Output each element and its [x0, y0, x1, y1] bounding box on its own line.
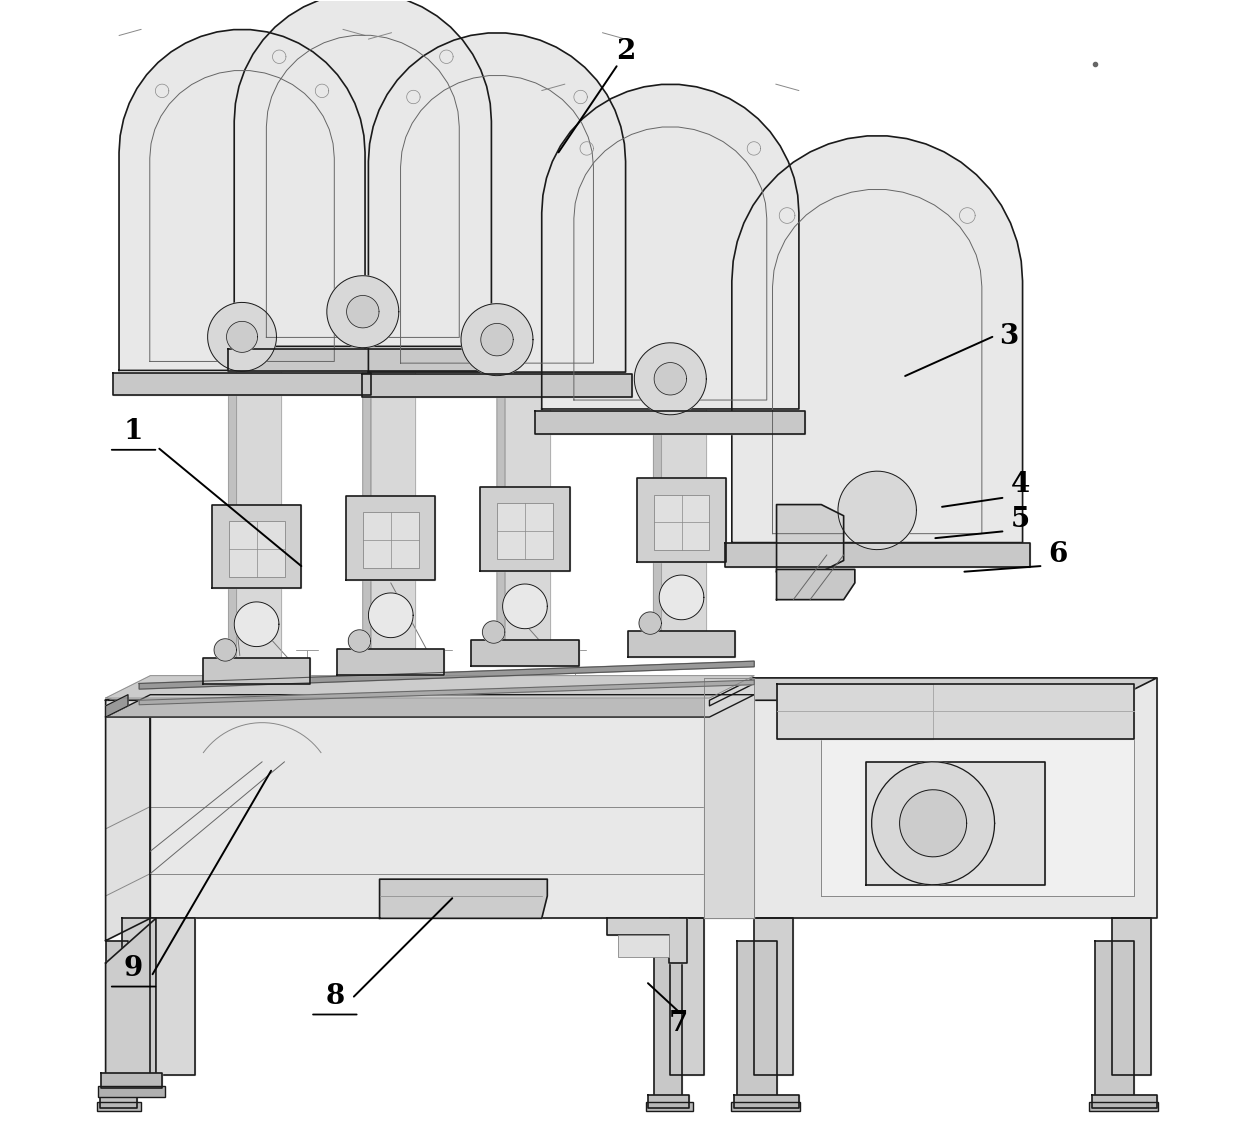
Bar	[363, 512, 419, 568]
Text: 6: 6	[1049, 541, 1068, 568]
Polygon shape	[704, 678, 754, 918]
Polygon shape	[207, 303, 277, 371]
Polygon shape	[227, 322, 258, 352]
Polygon shape	[776, 569, 854, 600]
Polygon shape	[505, 235, 549, 660]
Polygon shape	[228, 349, 497, 371]
Text: 8: 8	[325, 983, 345, 1010]
Polygon shape	[754, 678, 1157, 918]
Polygon shape	[368, 33, 626, 372]
Polygon shape	[212, 504, 301, 589]
Polygon shape	[709, 678, 1157, 701]
Polygon shape	[660, 575, 704, 620]
Polygon shape	[653, 226, 661, 657]
Polygon shape	[123, 918, 150, 1075]
Polygon shape	[738, 941, 776, 1097]
Polygon shape	[105, 678, 754, 706]
Text: 9: 9	[124, 955, 143, 982]
Polygon shape	[872, 762, 994, 884]
Polygon shape	[139, 661, 754, 689]
Polygon shape	[363, 244, 371, 675]
Polygon shape	[655, 362, 687, 395]
Text: 4: 4	[1011, 471, 1030, 498]
Polygon shape	[461, 304, 533, 376]
Polygon shape	[480, 487, 569, 571]
Bar	[653, 494, 709, 550]
Polygon shape	[234, 0, 491, 346]
Bar	[97, 1102, 141, 1111]
Polygon shape	[348, 630, 371, 652]
Polygon shape	[754, 918, 794, 1075]
Polygon shape	[105, 918, 156, 1075]
Polygon shape	[635, 343, 707, 415]
Polygon shape	[866, 762, 1045, 884]
Polygon shape	[542, 84, 799, 409]
Polygon shape	[471, 640, 579, 666]
Polygon shape	[327, 276, 399, 348]
Polygon shape	[119, 29, 365, 370]
Polygon shape	[150, 918, 195, 1075]
Polygon shape	[215, 639, 237, 661]
Polygon shape	[724, 543, 1030, 567]
Polygon shape	[105, 678, 150, 941]
Polygon shape	[776, 684, 1135, 740]
Polygon shape	[899, 790, 967, 856]
Polygon shape	[337, 649, 444, 675]
Polygon shape	[606, 918, 687, 963]
Polygon shape	[105, 695, 754, 717]
Polygon shape	[234, 602, 279, 647]
Polygon shape	[1112, 918, 1151, 1075]
Bar	[228, 521, 284, 577]
Bar	[497, 503, 553, 559]
Polygon shape	[627, 631, 735, 657]
Polygon shape	[671, 918, 704, 1075]
Text: 3: 3	[999, 323, 1019, 351]
Bar	[618, 935, 670, 957]
Polygon shape	[346, 495, 435, 580]
Polygon shape	[368, 593, 413, 638]
Polygon shape	[481, 324, 513, 355]
Polygon shape	[653, 941, 682, 1097]
Polygon shape	[113, 372, 371, 395]
Polygon shape	[102, 1073, 161, 1088]
Text: 5: 5	[1011, 506, 1030, 532]
Polygon shape	[347, 296, 379, 328]
Polygon shape	[821, 701, 1135, 896]
Bar	[1089, 1102, 1158, 1111]
Text: 7: 7	[668, 1010, 688, 1037]
Polygon shape	[661, 226, 706, 651]
Polygon shape	[637, 478, 727, 562]
Polygon shape	[105, 678, 754, 701]
Polygon shape	[502, 584, 547, 629]
Polygon shape	[139, 680, 754, 705]
Polygon shape	[105, 676, 754, 698]
Polygon shape	[203, 658, 310, 684]
Polygon shape	[228, 253, 237, 684]
Text: 1: 1	[124, 418, 144, 445]
Polygon shape	[105, 941, 128, 1097]
Polygon shape	[734, 1095, 799, 1109]
Polygon shape	[237, 253, 281, 678]
Polygon shape	[105, 695, 128, 717]
Bar	[98, 1086, 165, 1097]
Polygon shape	[732, 136, 1023, 543]
Polygon shape	[150, 678, 754, 918]
Polygon shape	[1092, 1095, 1157, 1109]
Polygon shape	[639, 612, 661, 634]
Polygon shape	[776, 684, 934, 740]
Polygon shape	[1095, 941, 1135, 1097]
Polygon shape	[482, 621, 505, 643]
Polygon shape	[100, 1095, 136, 1109]
Polygon shape	[379, 879, 547, 918]
Text: 2: 2	[616, 38, 635, 65]
Polygon shape	[497, 235, 505, 666]
Polygon shape	[362, 374, 632, 397]
Bar	[730, 1102, 800, 1111]
Polygon shape	[838, 471, 916, 549]
Polygon shape	[649, 1095, 689, 1109]
Polygon shape	[536, 411, 805, 434]
Bar	[646, 1102, 693, 1111]
Polygon shape	[371, 244, 415, 669]
Polygon shape	[776, 504, 843, 572]
